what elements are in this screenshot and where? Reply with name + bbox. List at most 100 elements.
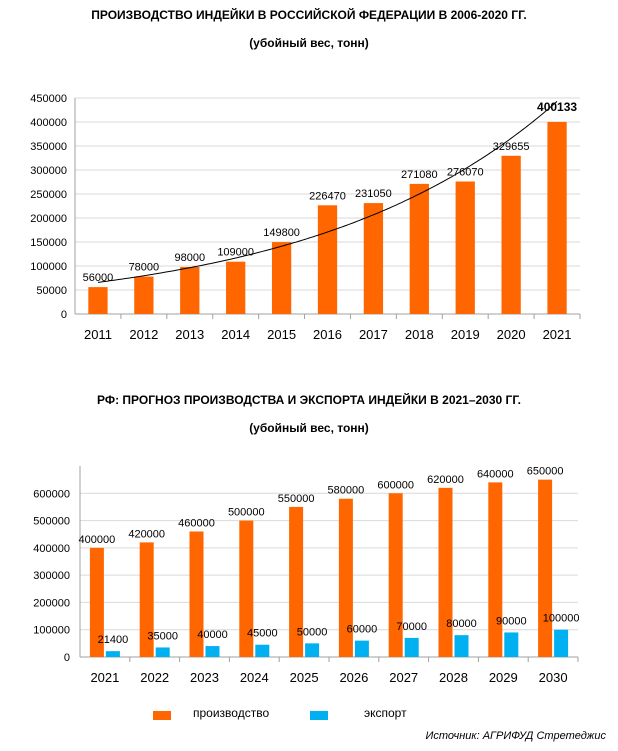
chart2-data-label-production: 600000: [377, 479, 414, 491]
chart1-data-label: 400133: [537, 100, 577, 114]
chart2-x-tick: 2027: [389, 670, 418, 685]
chart1-data-label: 329655: [493, 141, 530, 153]
legend-production-label: производство: [193, 706, 270, 720]
chart2-bar-export: [205, 646, 220, 657]
chart2-x-tick: 2025: [290, 670, 319, 685]
chart1-plot: 0 50000 100000 150000 200000 250000 300000 3500…: [30, 93, 581, 342]
chart2-y-tick: 500000: [33, 516, 70, 528]
chart1-y-tick: 250000: [30, 189, 67, 201]
chart2-data-label-export: 80000: [446, 618, 477, 630]
chart1-x-tick: 2013: [175, 327, 204, 342]
chart2-data-label-export: 21400: [98, 634, 129, 646]
chart1-subtitle: (убойный вес, тонн): [249, 36, 369, 50]
chart2-data-label-export: 50000: [297, 626, 328, 638]
chart1-x-tick: 2016: [313, 327, 342, 342]
chart1-y-tick: 450000: [30, 93, 67, 105]
chart1-bar: [363, 203, 384, 314]
chart1-bar: [134, 276, 154, 314]
chart1-bar: [180, 266, 200, 314]
chart1-x-tick: 2014: [221, 327, 250, 342]
chart1-bar: [226, 261, 246, 314]
chart2-subtitle: (убойный вес, тонн): [249, 421, 369, 435]
chart1-title: ПРОИЗВОДСТВО ИНДЕЙКИ В РОССИЙСКОЙ ФЕДЕРА…: [91, 8, 527, 22]
chart2-bar-export: [105, 651, 120, 657]
chart2-y-tick: 200000: [33, 597, 70, 609]
chart2-data-label-production: 650000: [527, 466, 564, 478]
chart2-bar-production: [239, 520, 254, 657]
chart2-x-tick: 2030: [539, 670, 568, 685]
chart1-bar: [455, 181, 475, 314]
chart2-bar-export: [554, 629, 569, 657]
chart1-x-tick: 2011: [84, 327, 112, 342]
legend-export-label: экспорт: [364, 706, 407, 720]
chart2-data-label-production: 640000: [477, 468, 514, 480]
chart1-data-label: 231050: [355, 188, 392, 200]
chart2-x-tick: 2022: [140, 670, 169, 685]
chart1-bar: [317, 205, 338, 314]
chart2-bar-export: [255, 644, 270, 657]
chart2-bar-production: [139, 542, 154, 657]
chart2-data-label-production: 400000: [79, 534, 116, 546]
chart2-x-tick: 2029: [489, 670, 518, 685]
chart1-x-tick: 2021: [543, 327, 572, 342]
legend-export-swatch: [310, 711, 328, 720]
chart2-bar-production: [388, 493, 403, 657]
chart1-bar: [88, 287, 108, 314]
chart2-bar-export: [305, 643, 320, 657]
chart2-y-tick: 0: [64, 652, 70, 664]
chart2-y-tick: 100000: [33, 625, 70, 637]
chart1-x-tick: 2020: [497, 327, 526, 342]
chart1-data-label: 276070: [447, 166, 484, 178]
chart2-bar-export: [354, 640, 369, 657]
chart2-data-label-export: 40000: [197, 629, 228, 641]
chart1-data-label: 109000: [217, 247, 254, 259]
chart2-plot: 0 100000 200000 300000 400000 500000 600000 400…: [33, 466, 580, 685]
chart1-bar: [501, 155, 521, 314]
chart2-data-label-production: 620000: [427, 474, 464, 486]
chart2-y-tick: 400000: [33, 543, 70, 555]
chart1-data-label: 226470: [309, 190, 346, 202]
chart2-data-label-export: 60000: [347, 624, 378, 636]
chart2-data-label-export: 90000: [496, 615, 527, 627]
chart1-y-tick: 50000: [36, 285, 67, 297]
chart2-bar-production: [189, 531, 204, 657]
chart2-x-tick: 2021: [90, 670, 119, 685]
chart1-data-label: 56000: [83, 272, 114, 284]
chart1-x-tick: 2012: [129, 327, 158, 342]
chart1-data-label: 149800: [263, 227, 300, 239]
chart2-data-label-production: 460000: [178, 517, 215, 529]
chart2-bar-production: [89, 547, 104, 657]
chart2-x-tick: 2026: [339, 670, 368, 685]
chart1-data-label: 78000: [129, 262, 160, 274]
chart1-x-tick: 2019: [451, 327, 480, 342]
chart2-title: РФ: ПРОГНОЗ ПРОИЗВОДСТВА И ЭКСПОРТА ИНДЕ…: [97, 393, 521, 407]
chart2-data-label-production: 500000: [228, 507, 265, 519]
chart1-bar: [271, 242, 292, 314]
chart1-y-tick: 300000: [30, 165, 67, 177]
source-note: Источник: АГРИФУД Стретеджис: [425, 730, 606, 742]
chart2-x-tick: 2023: [190, 670, 219, 685]
chart1-y-tick: 200000: [30, 213, 67, 225]
chart2-data-label-production: 580000: [328, 485, 365, 497]
chart2-y-tick: 600000: [33, 488, 70, 500]
chart2-x-tick: 2024: [240, 670, 269, 685]
chart2-bar-export: [155, 647, 170, 657]
chart1-trendline: [97, 101, 558, 283]
chart2-bar-production: [289, 506, 304, 657]
chart1-bar: [409, 183, 429, 314]
chart1-x-tick: 2015: [267, 327, 296, 342]
chart1-x-tick: 2017: [359, 327, 388, 342]
legend-production-swatch: [153, 711, 171, 720]
chart2-data-label-export: 100000: [543, 613, 580, 625]
chart1-y-tick: 350000: [30, 141, 67, 153]
chart2-x-tick: 2028: [439, 670, 468, 685]
chart2-bar-export: [454, 635, 469, 657]
chart2-data-label-export: 45000: [247, 628, 278, 640]
chart2-data-label-export: 35000: [147, 630, 178, 642]
chart1-bar: [547, 121, 567, 314]
chart2-bar-production: [538, 479, 553, 657]
chart2-bar-export: [404, 637, 419, 657]
chart1-y-tick: 0: [61, 309, 67, 321]
chart2-data-label-production: 550000: [278, 493, 315, 505]
chart2-bar-export: [504, 632, 519, 657]
